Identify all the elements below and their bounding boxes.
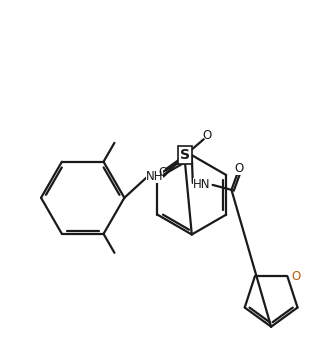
Text: O: O <box>291 270 301 283</box>
Text: O: O <box>158 166 168 180</box>
Text: O: O <box>235 162 244 174</box>
Text: HN: HN <box>193 179 210 191</box>
Text: S: S <box>180 148 190 162</box>
Text: O: O <box>202 129 211 142</box>
Text: NH: NH <box>146 170 163 183</box>
